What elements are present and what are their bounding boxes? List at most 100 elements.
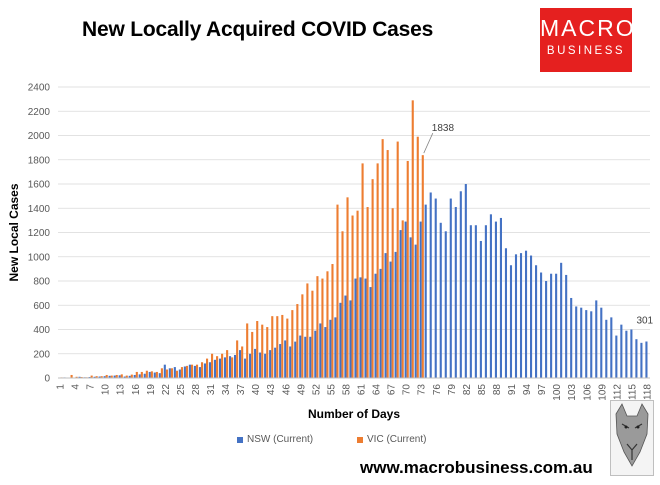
bar-nsw-day-54 (324, 327, 327, 378)
bar-nsw-day-21 (158, 373, 161, 378)
bar-nsw-day-110 (605, 319, 608, 378)
x-tick-label-88: 88 (492, 384, 503, 396)
bar-vic-day-64 (376, 163, 379, 378)
bar-nsw-day-58 (344, 295, 347, 378)
bar-nsw-day-20 (153, 372, 156, 378)
bar-nsw-day-88 (494, 221, 497, 378)
bar-vic-day-15 (130, 374, 133, 378)
data-label-1838: 1838 (432, 123, 455, 134)
bar-vic-day-3 (70, 374, 73, 378)
chart-title: New Locally Acquired COVID Cases (82, 18, 434, 41)
bar-nsw-day-106 (585, 310, 588, 378)
bar-nsw-day-117 (640, 342, 643, 378)
bar-nsw-day-22 (163, 364, 166, 378)
bar-vic-day-18 (145, 370, 148, 378)
bar-nsw-day-41 (259, 352, 262, 378)
bar-nsw-day-30 (203, 363, 206, 378)
website-url[interactable]: www.macrobusiness.com.au (360, 458, 593, 477)
bar-nsw-day-116 (635, 339, 638, 378)
bar-vic-day-57 (341, 231, 344, 378)
bar-nsw-day-29 (198, 367, 201, 378)
x-tick-label-22: 22 (161, 384, 172, 396)
bar-nsw-day-57 (339, 302, 342, 378)
bar-nsw-day-86 (484, 225, 487, 378)
bar-nsw-day-99 (550, 273, 553, 378)
y-tick-label-0: 0 (44, 374, 50, 385)
bar-nsw-day-70 (404, 221, 407, 378)
bar-nsw-day-13 (118, 375, 121, 378)
y-tick-label-800: 800 (33, 277, 50, 288)
x-tick-label-79: 79 (447, 384, 458, 396)
bar-nsw-day-8 (93, 376, 96, 378)
bar-vic-day-12 (115, 374, 118, 378)
x-tick-label-10: 10 (101, 384, 112, 396)
x-tick-label-31: 31 (206, 384, 217, 396)
bar-nsw-day-5 (78, 376, 81, 378)
bar-nsw-day-90 (504, 248, 508, 378)
bar-vic-day-13 (120, 374, 123, 378)
bar-nsw-day-65 (379, 268, 382, 378)
bar-vic-day-10 (105, 374, 108, 378)
y-axis-title: New Local Cases (7, 183, 21, 281)
y-tick-label-1400: 1400 (28, 204, 51, 215)
legend-item-nsw: NSW (Current) (237, 434, 313, 445)
legend-swatch-vic (357, 436, 363, 443)
logo-line-1: MACRO (540, 15, 636, 41)
bar-vic-day-24 (175, 370, 179, 378)
bar-nsw-day-107 (590, 311, 593, 378)
bar-nsw-day-31 (208, 362, 212, 378)
x-tick-label-4: 4 (71, 384, 82, 390)
bar-nsw-day-43 (269, 350, 272, 378)
bar-nsw-day-24 (173, 367, 176, 378)
bar-nsw-day-26 (183, 366, 186, 378)
bar-vic-day-61 (361, 163, 364, 378)
bar-nsw-day-10 (103, 376, 106, 378)
bar-nsw-day-112 (615, 335, 618, 378)
bar-nsw-day-81 (459, 191, 462, 378)
bar-vic-day-53 (321, 278, 324, 378)
bar-vic-day-62 (366, 207, 369, 378)
bar-nsw-day-77 (439, 222, 442, 378)
x-tick-label-85: 85 (477, 384, 488, 396)
bar-nsw-day-71 (409, 237, 412, 378)
y-tick-label-600: 600 (33, 301, 50, 312)
bar-nsw-day-35 (228, 356, 232, 378)
bar-vic-day-72 (416, 136, 419, 378)
bar-nsw-day-38 (244, 358, 247, 378)
x-tick-label-97: 97 (537, 384, 548, 396)
bar-vic-day-71 (411, 100, 414, 379)
bar-vic-day-28 (195, 364, 199, 378)
x-tick-label-82: 82 (462, 384, 473, 396)
bar-nsw-day-49 (299, 335, 302, 378)
bar-nsw-day-44 (274, 347, 277, 378)
bar-nsw-day-66 (384, 253, 387, 378)
legend-label-vic: VIC (Current) (367, 434, 427, 445)
bar-vic-day-4 (75, 376, 78, 378)
y-tick-label-400: 400 (33, 325, 50, 336)
x-tick-label-115: 115 (627, 384, 638, 400)
bar-nsw-day-97 (540, 272, 543, 378)
x-tick-label-67: 67 (387, 384, 398, 396)
bar-vic-day-34 (226, 350, 229, 378)
x-axis-title: Number of Days (308, 407, 400, 421)
y-tick-label-1600: 1600 (28, 180, 51, 191)
bar-vic-day-52 (316, 276, 319, 378)
bar-nsw-day-59 (349, 300, 352, 378)
bar-nsw-day-108 (595, 300, 598, 378)
bar-vic-day-23 (170, 368, 173, 378)
bar-vic-day-16 (135, 371, 138, 378)
bar-nsw-day-61 (359, 277, 362, 378)
bar-vic-day-30 (206, 358, 209, 378)
bar-vic-day-69 (401, 220, 404, 378)
bar-nsw-day-91 (509, 265, 513, 378)
bar-nsw-day-27 (188, 364, 191, 378)
bar-nsw-day-25 (178, 369, 181, 378)
bar-nsw-day-67 (389, 261, 392, 378)
bar-nsw-day-39 (249, 353, 252, 378)
x-tick-label-112: 112 (612, 384, 623, 400)
data-label-leader-1838 (423, 132, 434, 154)
bar-vic-day-7 (90, 375, 93, 378)
bar-vic-day-11 (110, 375, 113, 378)
bar-vic-day-41 (261, 324, 264, 378)
bar-nsw-day-53 (319, 323, 322, 378)
